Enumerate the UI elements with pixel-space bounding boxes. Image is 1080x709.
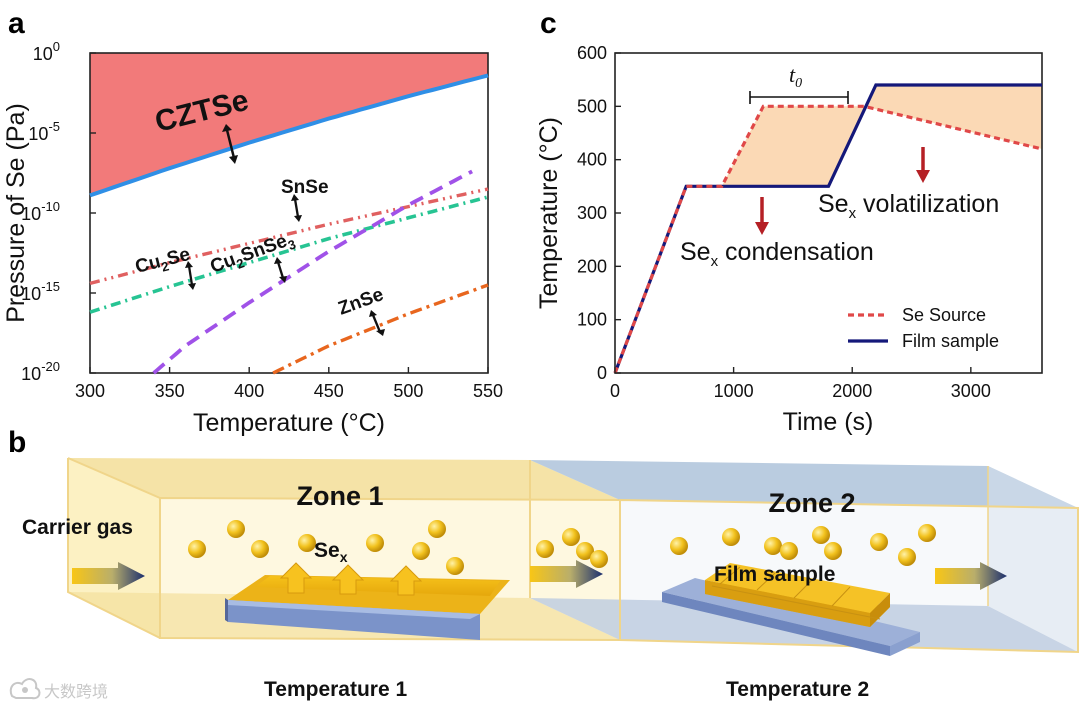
panel-c-y-label: Temperature (°C) <box>535 117 563 309</box>
panel-c-y-tick-label: 600 <box>577 43 607 63</box>
panel-c-y-tick-label: 0 <box>597 363 607 383</box>
volatilization-arrow <box>916 147 930 183</box>
panel-a-x-tick-label: 350 <box>155 381 185 401</box>
t0-bracket <box>749 91 849 104</box>
panel-a-y-tick-label: 10-20 <box>21 359 60 384</box>
panel-b-letter: b <box>8 426 26 459</box>
snse-double-arrow <box>291 194 302 222</box>
sex-evaporation-arrows <box>279 562 423 596</box>
volatilization-label: Sex volatilization <box>818 190 999 222</box>
watermark-text: 大数跨境 <box>44 682 108 701</box>
series-cu2se <box>152 169 473 375</box>
znse-label: ZnSe <box>336 284 387 320</box>
condensation-arrow <box>755 197 769 235</box>
carrier-gas-arrow-out <box>935 562 1007 590</box>
panel-c-y-tick-label: 400 <box>577 150 607 170</box>
legend-film-sample: Film sample <box>902 331 999 351</box>
temperature1-label: Temperature 1 <box>264 678 407 701</box>
panel-c-y-tick-label: 200 <box>577 256 607 276</box>
series-snse <box>89 187 489 286</box>
cu2snse3-double-arrow <box>274 257 287 283</box>
panel-a-y-tick-label: 10-5 <box>28 119 60 144</box>
volatilization-shade <box>864 85 1042 149</box>
legend-se-source: Se Source <box>902 305 986 325</box>
panel-c-x-tick-label: 2000 <box>832 381 872 401</box>
cu2snse3-label: Cu2SnSe3 <box>208 228 298 280</box>
cu2se-double-arrow <box>185 261 196 290</box>
panel-a-x-label: Temperature (°C) <box>193 409 385 437</box>
panel-c-chart: 0 1000 2000 3000 0 100 200 300 400 500 600 Time (… <box>535 43 1043 436</box>
panel-a-y-tick-label: 10-15 <box>21 279 60 304</box>
watermark-logo-icon <box>9 678 41 700</box>
carrier-gas-label: Carrier gas <box>22 516 133 539</box>
czts-double-arrow <box>222 124 238 164</box>
panel-a-x-tick-label: 450 <box>314 381 344 401</box>
condensation-label: Sex condensation <box>680 238 874 270</box>
carrier-gas-arrow-in <box>72 562 145 590</box>
snse-label: SnSe <box>281 177 329 198</box>
watermark: 大数跨境 <box>9 678 108 701</box>
panel-c-y-tick-label: 300 <box>577 203 607 223</box>
znse-double-arrow <box>369 310 385 336</box>
zone2-label: Zone 2 <box>768 488 855 518</box>
series-cu2snse3 <box>89 195 489 314</box>
panel-a-x-tick-label: 300 <box>75 381 105 401</box>
panel-a-chart: 300 350 400 450 500 550 100 10-5 10-10 10-15 10-2… <box>2 39 503 437</box>
panel-c-x-tick-label: 3000 <box>951 381 991 401</box>
condensation-shade <box>721 106 865 187</box>
panel-c-y-tick-label: 100 <box>577 310 607 330</box>
panel-a-y-tick-label: 100 <box>33 39 60 64</box>
film-sample-label: Film sample <box>714 563 835 586</box>
panel-a-x-tick-label: 550 <box>473 381 503 401</box>
film-sample-block <box>705 563 890 627</box>
panel-a-letter: a <box>8 7 25 40</box>
panel-c-y-tick-label: 500 <box>577 96 607 116</box>
panel-c-x-label: Time (s) <box>783 408 874 436</box>
cu2se-label: Cu2Se <box>133 244 193 281</box>
sex-particles <box>188 520 936 575</box>
sex-label: Sex <box>314 539 348 565</box>
furnace-schematic: Zone 1 Zone 2 Carrier gas Sex Film sampl… <box>22 457 1079 701</box>
series-znse <box>272 283 489 375</box>
panel-c-x-tick-label: 0 <box>610 381 620 401</box>
panel-c-x-tick-label: 1000 <box>714 381 754 401</box>
carrier-gas-arrow-middle <box>530 560 603 588</box>
t0-label: t0 <box>789 62 802 91</box>
panel-a-y-tick-label: 10-10 <box>21 199 60 224</box>
panel-a-y-label: Pressure of Se (Pa) <box>2 103 30 323</box>
panel-a-x-tick-label: 500 <box>393 381 423 401</box>
series-cztse <box>89 73 489 198</box>
panel-c-letter: c <box>540 7 557 40</box>
zone1-label: Zone 1 <box>296 481 383 511</box>
series-se-source <box>613 104 1043 374</box>
panel-a-x-tick-label: 400 <box>234 381 264 401</box>
panel-c-legend: Se Source Film sample <box>848 305 999 351</box>
temperature2-label: Temperature 2 <box>726 678 869 701</box>
